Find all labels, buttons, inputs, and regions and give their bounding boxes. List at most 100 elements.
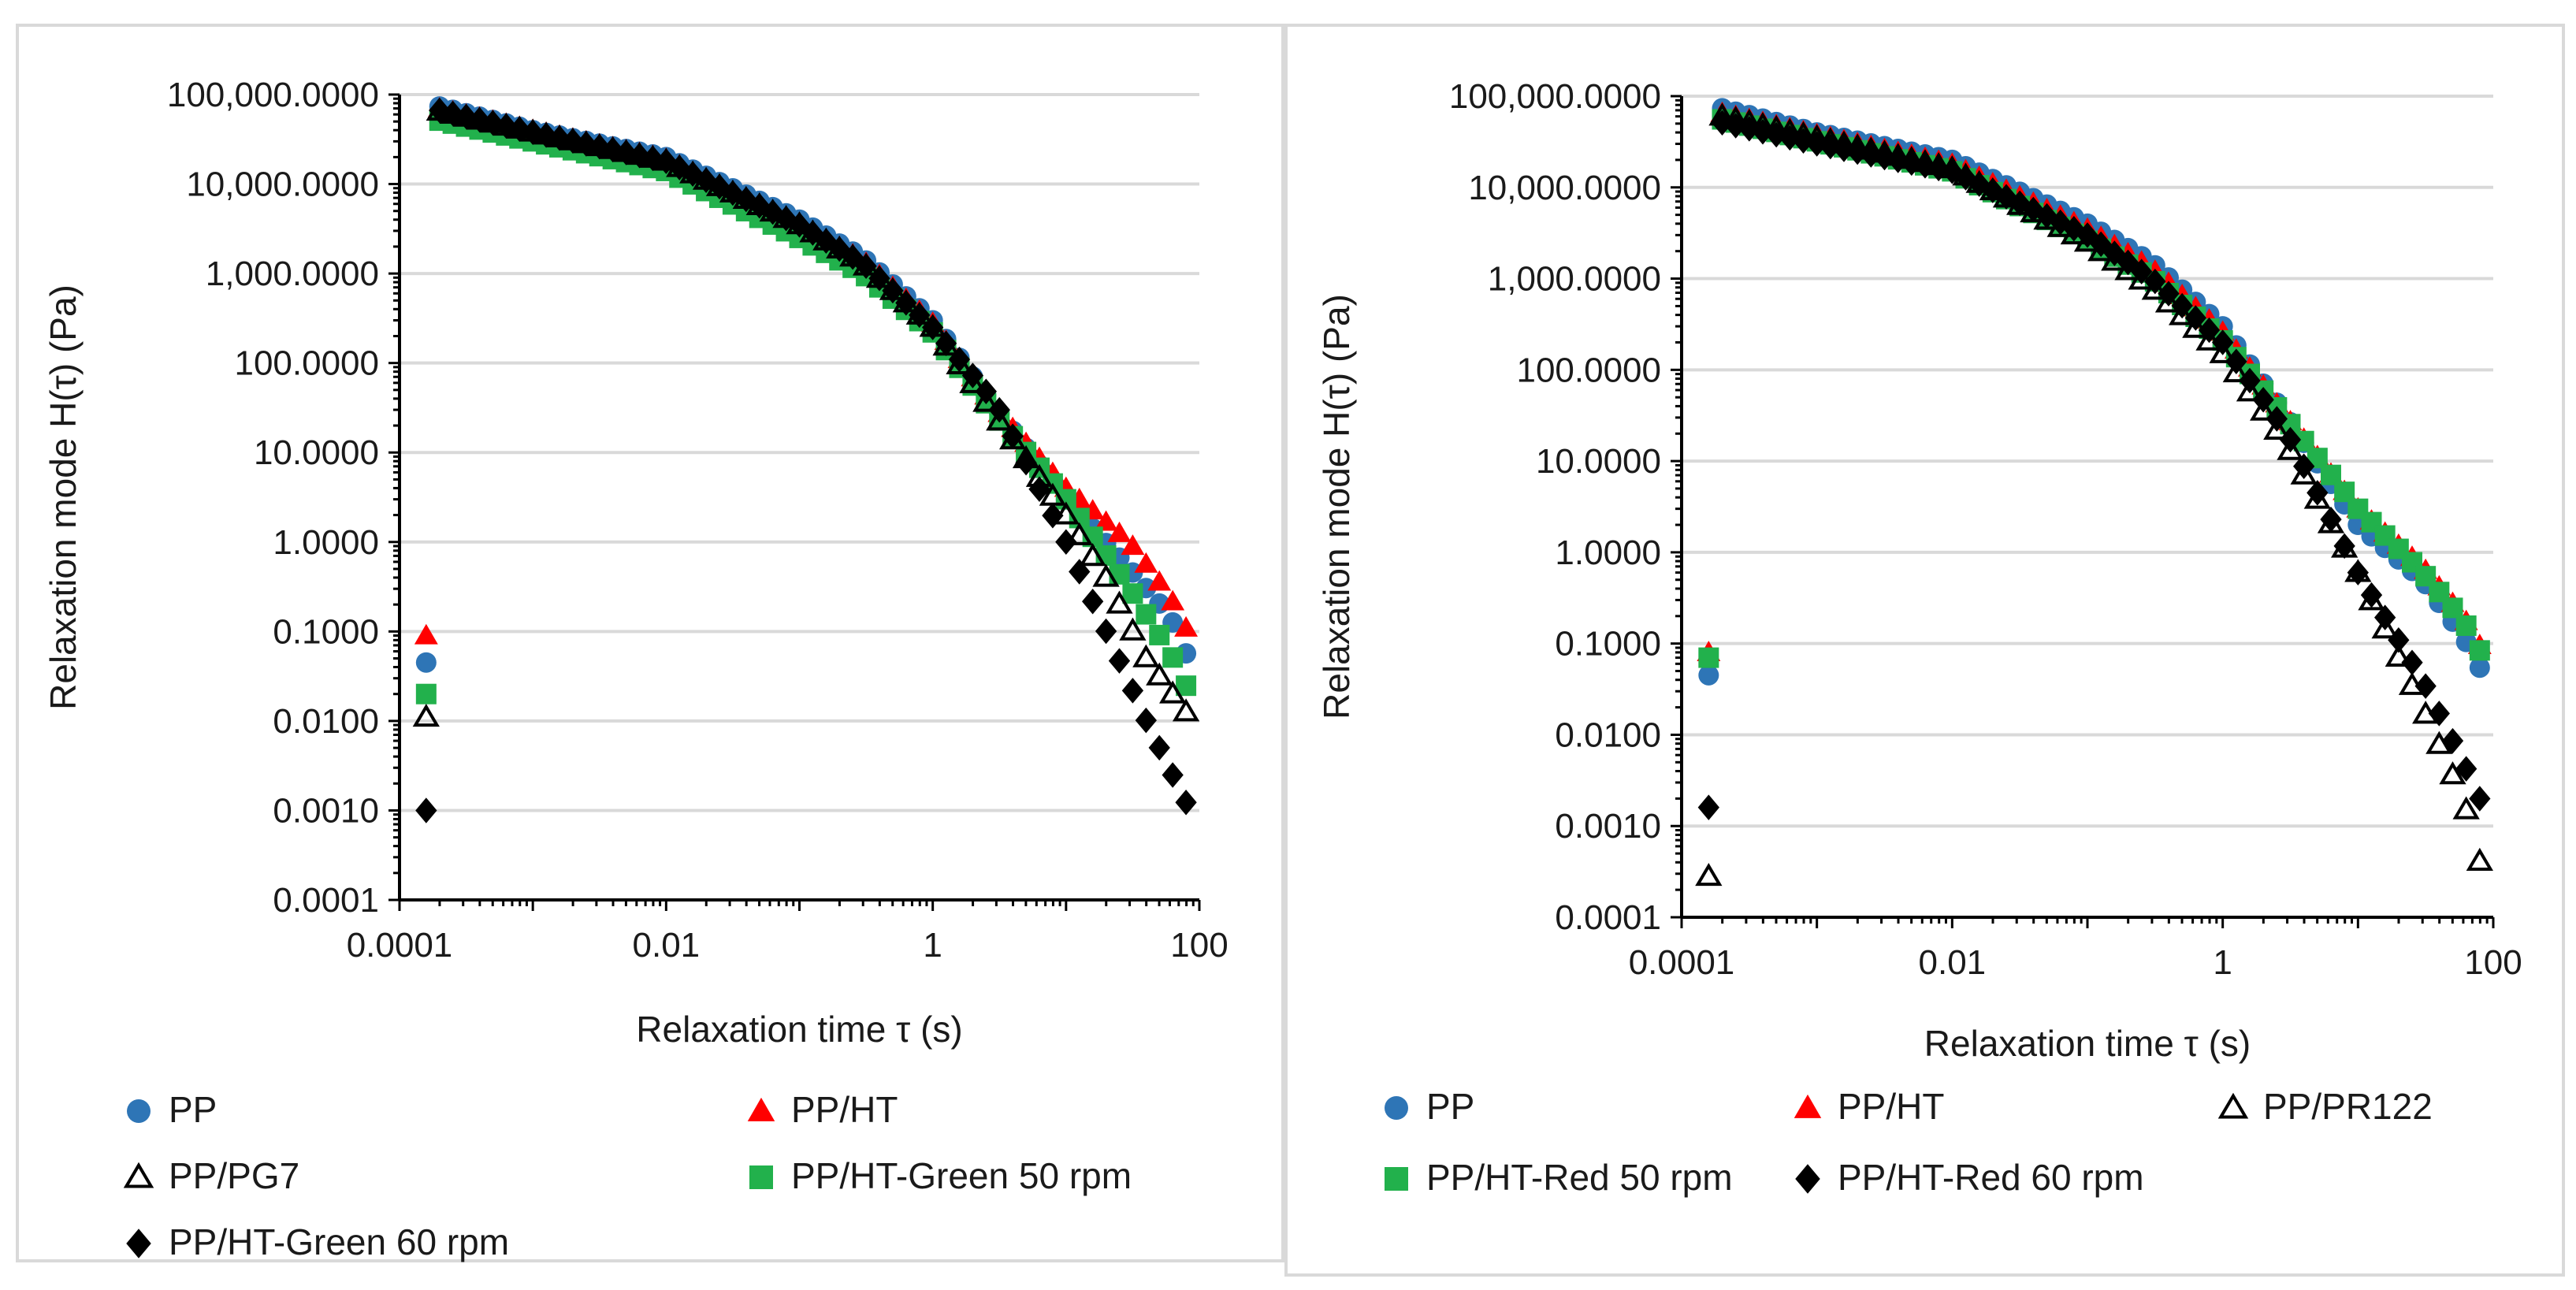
right-x-tick-labels: 0.0001 0.01 1 100	[1629, 943, 2522, 982]
left-x-tick-label: 1	[923, 926, 942, 965]
left-point-pp-pg7	[1092, 563, 1120, 587]
right-y-tick-label: 10.0000	[1536, 442, 1661, 481]
right-legend-marker-pp-ht-red-60-rpm	[1795, 1164, 1820, 1194]
right-y-tick-label: 0.1000	[1555, 625, 1661, 664]
left-point-pp-ht-green-60-rpm	[548, 125, 571, 151]
right-point-pp-ht-red-60-rpm	[2333, 533, 2355, 559]
right-point-pp-ht-red-50-rpm	[1698, 647, 1719, 668]
right-series-pp-ht	[1697, 101, 2492, 662]
left-point-pp-ht-green-60-rpm	[575, 131, 597, 157]
left-x-tick-labels: 0.0001 0.01 1 100	[347, 926, 1229, 965]
right-point-pp-ht-red-60-rpm	[2184, 305, 2206, 331]
left-y-axis-title: Relaxation mode H(τ) (Pa)	[43, 284, 84, 710]
left-point-pp-pg7	[972, 388, 1000, 412]
left-point-pp-ht-green-60-rpm	[909, 302, 931, 329]
right-point-pp-ht-red-60-rpm	[2252, 387, 2274, 413]
left-point-pp-ht-green-60-rpm	[1002, 423, 1024, 449]
right-point-pp-ht-red-60-rpm	[2171, 292, 2193, 319]
left-point-pp-ht-green-60-rpm	[1095, 618, 1117, 645]
left-point-pp-ht-green-60-rpm	[1148, 734, 1170, 761]
right-legend-label-pp-pr122: PP/PR122	[2263, 1086, 2433, 1127]
right-x-tick-label: 1	[2213, 943, 2232, 982]
right-point-pp-ht-red-60-rpm	[2198, 317, 2221, 344]
right-point-pp-pr122	[2154, 289, 2183, 313]
left-legend-label-pp: PP	[169, 1089, 217, 1130]
right-y-tick-label: 0.0001	[1555, 898, 1661, 937]
right-x-tick-label: 0.01	[1919, 943, 1987, 982]
left-point-pp-ht-green-60-rpm	[641, 145, 664, 172]
left-legend-label-pp-ht-green-50-rpm: PP/HT-Green 50 rpm	[791, 1155, 1132, 1196]
left-point-pp-pg7	[412, 703, 440, 727]
right-legend-marker-pp-ht-red-50-rpm	[1385, 1167, 1408, 1191]
right-legend-marker-pp-pr122	[2217, 1092, 2249, 1119]
right-point-pp-pr122	[2385, 643, 2412, 667]
right-point-pp-ht-red-60-rpm	[2225, 348, 2247, 374]
left-point-pp-ht-green-60-rpm	[415, 797, 437, 823]
left-legend-marker-pp-ht	[747, 1097, 775, 1121]
left-axes	[388, 93, 1201, 911]
right-y-tick-label: 0.0010	[1555, 807, 1661, 846]
right-point-pp-pr122	[2141, 277, 2169, 300]
left-y-tick-label: 10,000.0000	[186, 165, 379, 204]
right-gridlines	[1682, 95, 2493, 828]
right-y-tick-label: 100,000.0000	[1449, 77, 1661, 116]
left-point-pp-ht	[1174, 615, 1199, 637]
left-point-pp-pg7	[1106, 590, 1133, 614]
left-point-pp-ht-green-60-rpm	[868, 266, 890, 292]
chart-right-svg: 0.0001 0.0010 0.0100 0.1000 1.0000 10.0000 100…	[1316, 77, 2522, 1198]
right-point-pp-ht-red-60-rpm	[2158, 281, 2180, 307]
left-point-pp-ht-green-50-rpm	[1136, 604, 1157, 625]
left-point-pp-ht-green-60-rpm	[495, 113, 517, 139]
left-point-pp-ht-green-60-rpm	[589, 133, 611, 160]
left-point-pp-ht-green-60-rpm	[562, 128, 584, 154]
right-point-pp-pr122	[1695, 863, 1723, 887]
left-point-pp-ht-green-50-rpm	[1162, 647, 1184, 668]
left-x-tick-label: 100	[1170, 926, 1228, 965]
left-point-pp-ht-green-60-rpm	[1121, 678, 1144, 704]
right-y-tick-label: 1,000.0000	[1488, 260, 1661, 299]
left-legend-label-pp-pg7: PP/PG7	[169, 1155, 299, 1196]
left-point-pp-ht-green-50-rpm	[1149, 624, 1170, 645]
left-series-pp-ht-green-60-rpm	[415, 97, 1197, 823]
left-legend-marker-pp-ht-green-60-rpm	[126, 1229, 151, 1258]
right-point-pp-ht-red-60-rpm	[2441, 727, 2464, 754]
left-point-pp-ht-green-60-rpm	[1162, 762, 1184, 788]
left-y-tick-label: 100,000.0000	[167, 76, 379, 114]
right-point-pp-ht-red-60-rpm	[1914, 153, 1936, 179]
right-x-tick-label: 100	[2464, 943, 2522, 982]
left-x-axis-title: Relaxation time τ (s)	[636, 1009, 962, 1050]
left-point-pp-ht-green-60-rpm	[615, 139, 637, 165]
left-legend-marker-pp-ht-green-50-rpm	[749, 1165, 773, 1189]
right-y-tick-label: 10,000.0000	[1468, 169, 1661, 207]
right-point-pp-ht-red-60-rpm	[2414, 673, 2437, 699]
left-point-pp-ht-green-60-rpm	[1082, 588, 1104, 615]
right-point-pp-pr122	[2290, 461, 2318, 485]
right-point-pp-ht-red-60-rpm	[2090, 231, 2112, 258]
left-point-pp-ht-green-60-rpm	[1028, 476, 1050, 502]
left-point-pp-pg7	[986, 407, 1013, 431]
left-y-tick-label: 0.0001	[273, 881, 379, 920]
right-point-pp-pr122	[2209, 340, 2236, 363]
left-point-pp-ht-green-60-rpm	[855, 253, 877, 279]
left-y-tick-labels: 0.0001 0.0010 0.0100 0.1000 1.0000 10.0000 100…	[167, 76, 379, 920]
right-point-pp-pr122	[2466, 847, 2493, 871]
right-point-pp-ht-red-60-rpm	[2360, 582, 2383, 608]
left-point-pp-ht	[1094, 510, 1118, 531]
left-y-tick-label: 1,000.0000	[206, 255, 379, 293]
left-point-pp-ht-green-60-rpm	[975, 378, 997, 405]
left-point-pp-ht	[1134, 552, 1158, 573]
left-point-pp-ht-green-50-rpm	[1122, 583, 1143, 604]
left-y-tick-label: 10.0000	[254, 433, 379, 472]
right-point-pp-ht-red-60-rpm	[2428, 701, 2450, 727]
right-point-pp-ht-red-60-rpm	[2293, 453, 2315, 479]
right-point-pp-ht-red-60-rpm	[2239, 367, 2261, 394]
right-x-tick-label: 0.0001	[1629, 943, 1735, 982]
right-x-axis-title: Relaxation time τ (s)	[1924, 1023, 2251, 1064]
right-point-pp-pr122	[2263, 416, 2291, 440]
left-point-pp-ht	[1121, 534, 1145, 556]
right-point-pp-ht-red-60-rpm	[2131, 258, 2153, 284]
right-point-pp-pr122	[2371, 615, 2399, 639]
right-point-pp-pr122	[2169, 302, 2196, 325]
right-point-pp-ht-red-60-rpm	[2103, 240, 2125, 266]
left-legend-marker-pp	[127, 1099, 151, 1123]
